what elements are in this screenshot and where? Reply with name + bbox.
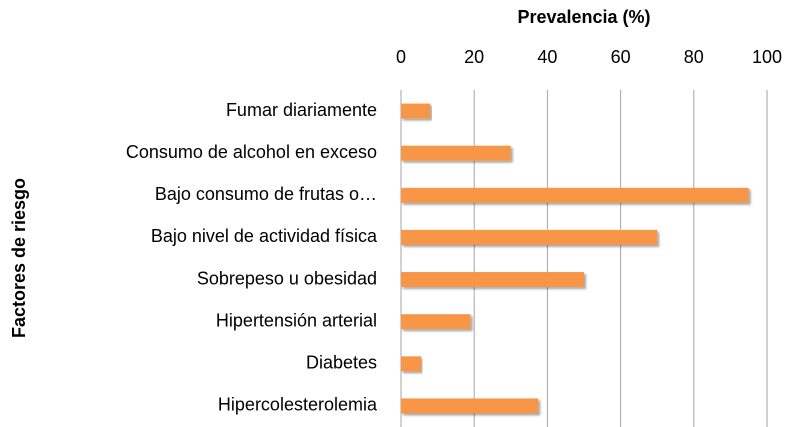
y-tick-label: Fumar diariamente xyxy=(226,100,377,120)
x-tick-label: 40 xyxy=(537,47,557,67)
y-tick-label: Bajo nivel de actividad física xyxy=(151,226,378,246)
bar xyxy=(401,145,511,161)
x-tick-label: 0 xyxy=(396,47,406,67)
bar xyxy=(401,314,471,330)
bar xyxy=(401,187,749,203)
x-tick-label: 100 xyxy=(752,47,782,67)
y-axis-label: Factores de riesgo xyxy=(9,178,29,338)
y-tick-label: Diabetes xyxy=(306,353,377,373)
y-tick-label: Hipertensión arterial xyxy=(216,310,377,330)
x-tick-label: 20 xyxy=(464,47,484,67)
y-tick-label: Consumo de alcohol en exceso xyxy=(126,142,377,162)
x-tick-label: 80 xyxy=(684,47,704,67)
x-tick-label: 60 xyxy=(611,47,631,67)
bar xyxy=(401,103,431,119)
y-tick-label: Hipercolesterolemia xyxy=(218,395,378,415)
bar xyxy=(401,272,584,288)
bar xyxy=(401,398,539,414)
bar xyxy=(401,229,658,245)
chart-title: Prevalencia (%) xyxy=(517,7,650,27)
y-tick-label: Bajo consumo de frutas o… xyxy=(155,184,377,204)
y-tick-label: Sobrepeso u obesidad xyxy=(197,268,377,288)
bar xyxy=(401,356,422,372)
